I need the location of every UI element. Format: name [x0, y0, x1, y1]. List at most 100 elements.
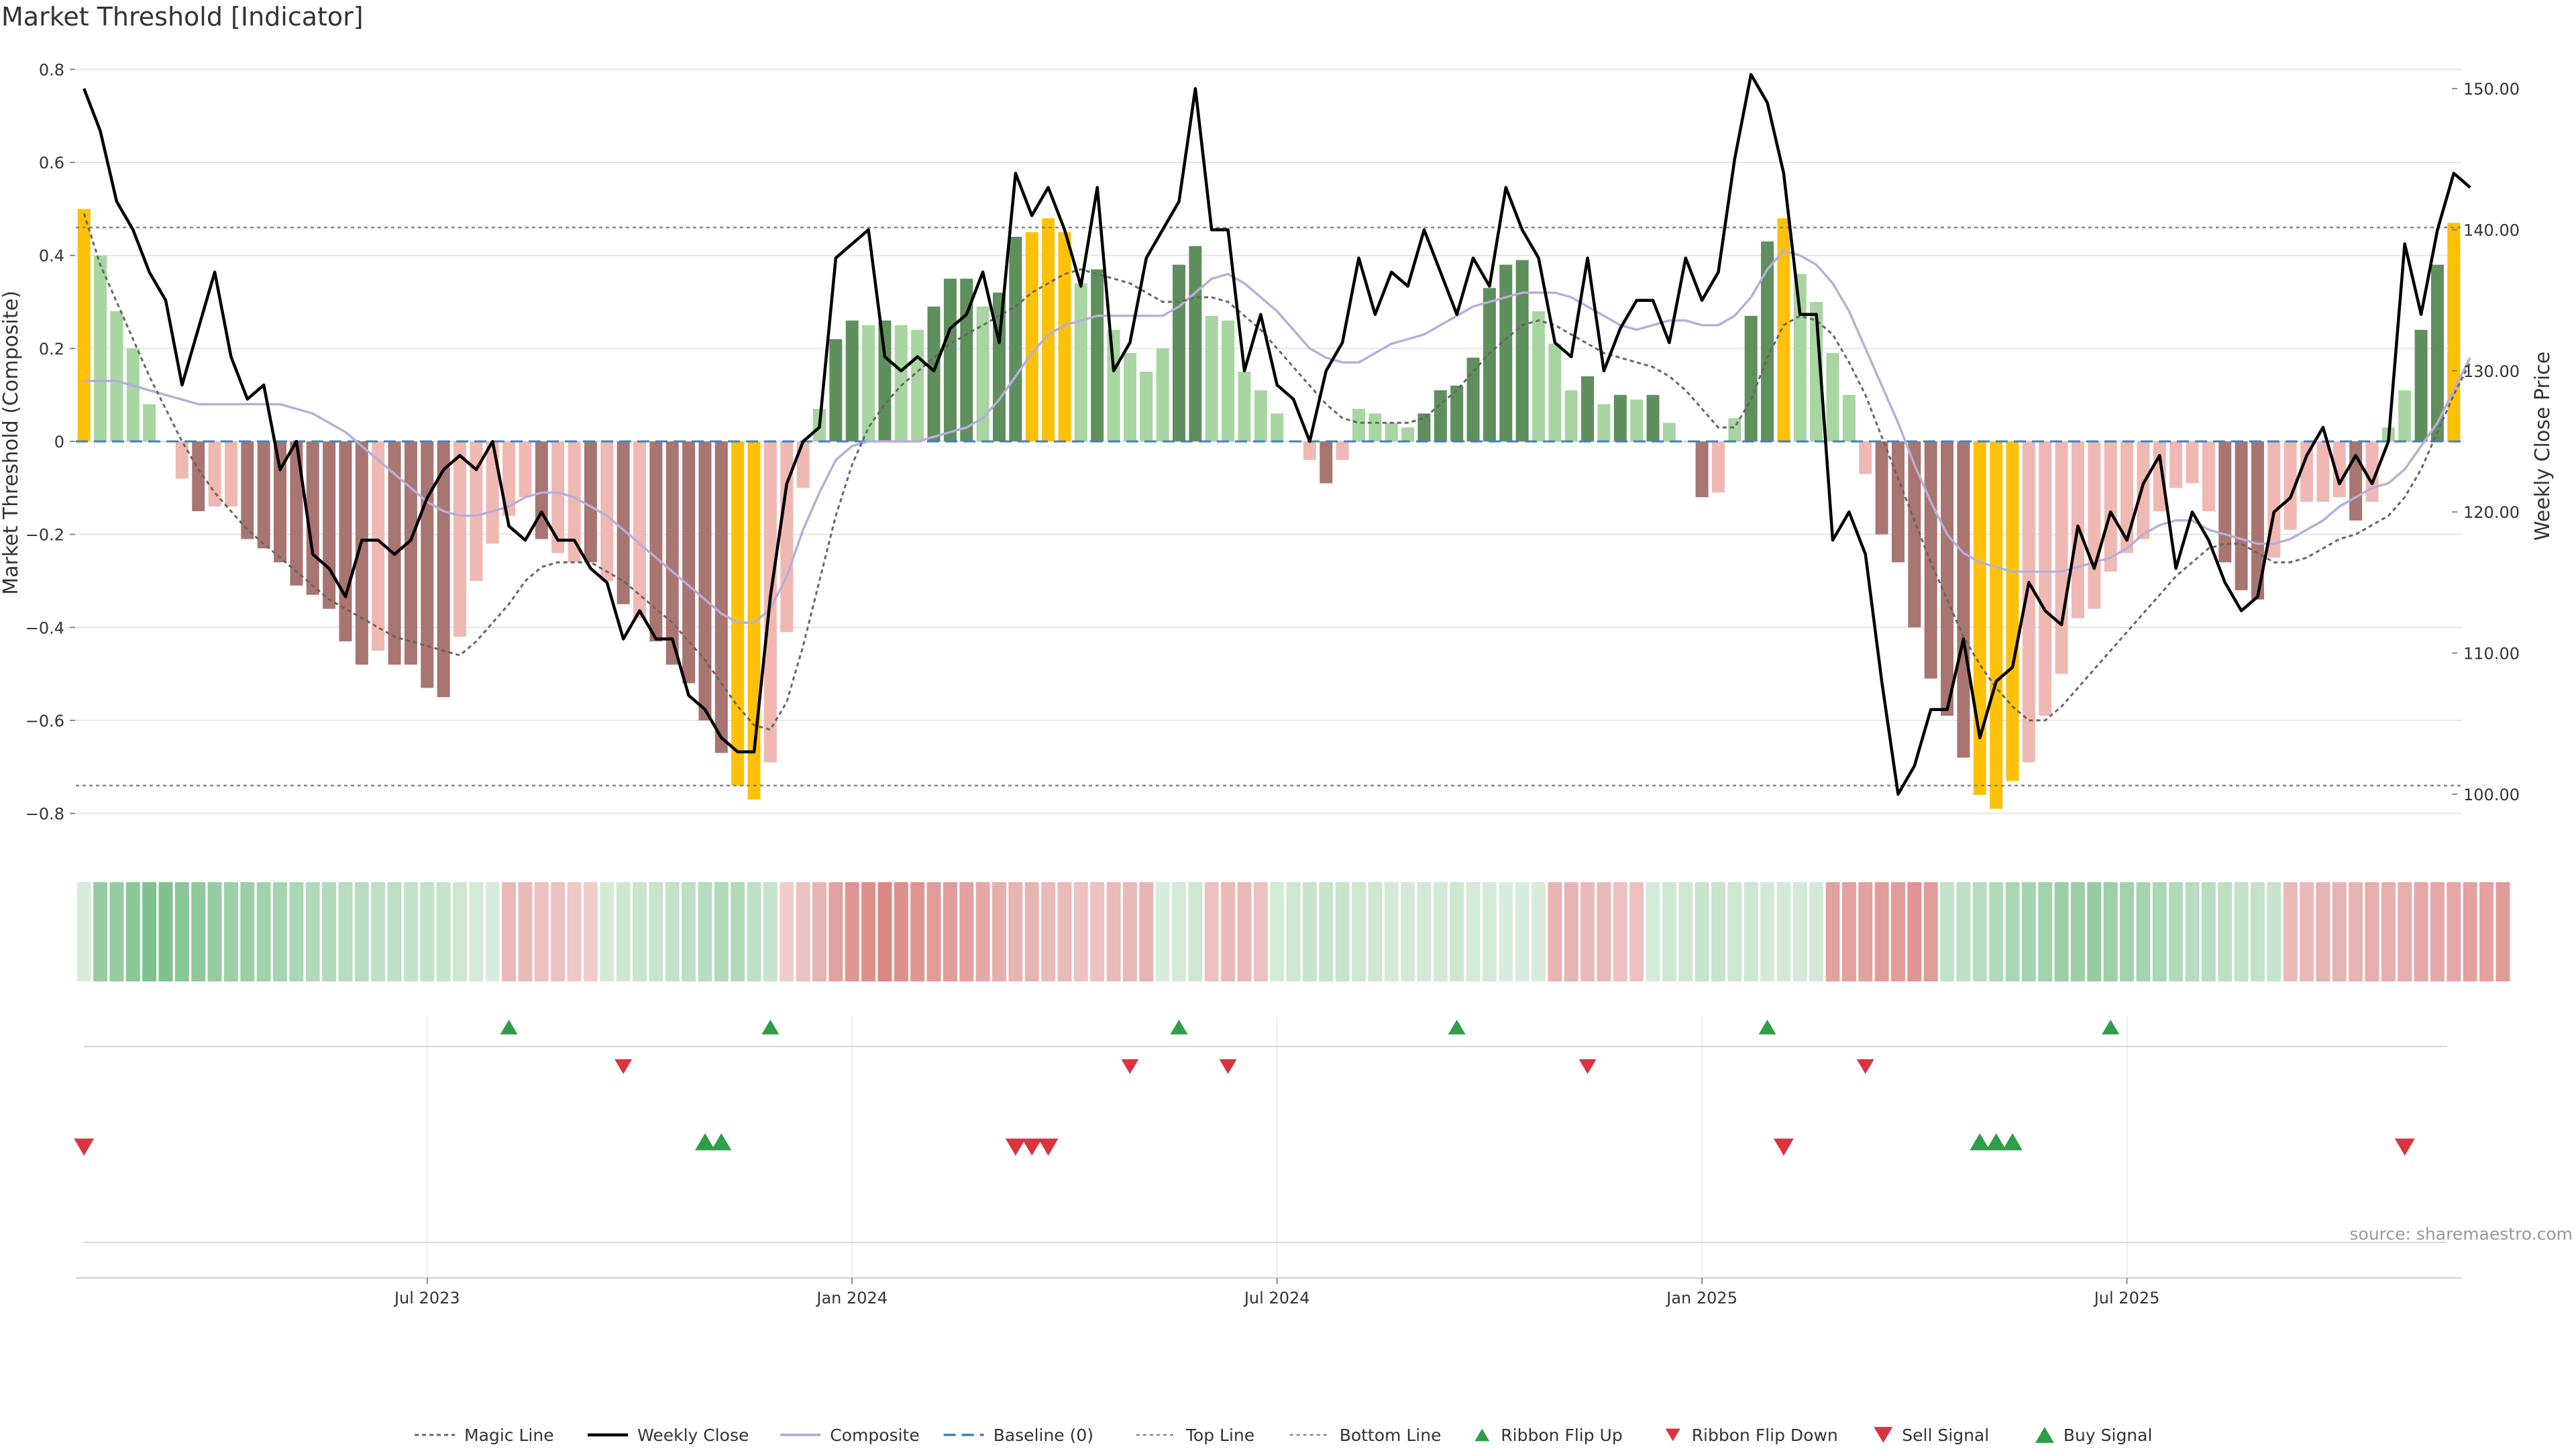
composite-bar [1450, 385, 1464, 441]
composite-bar [143, 404, 156, 441]
ribbon-segment [2087, 882, 2102, 981]
ribbon-segment [600, 882, 614, 981]
ribbon-segment [1711, 882, 1725, 981]
composite-bar [159, 441, 172, 442]
composite-bar [257, 441, 270, 549]
composite-bars [77, 209, 2461, 809]
legend-label: Ribbon Flip Down [1692, 1426, 1838, 1445]
ribbon-flip-up-marker [2102, 1019, 2120, 1035]
legend-item-baseline: Baseline (0) [943, 1426, 1093, 1445]
ribbon-segment [485, 882, 500, 981]
ribbon-segment [1368, 882, 1383, 981]
composite-bar [404, 441, 417, 665]
y-tick-label-left: −0.6 [25, 712, 64, 731]
x-tick-label: Jan 2025 [1665, 1289, 1737, 1307]
ribbon-segment [992, 882, 1006, 981]
ribbon-segment [1155, 882, 1170, 981]
ribbon-segment [828, 882, 843, 981]
ribbon-segment [2300, 882, 2314, 981]
ribbon-segment [1172, 882, 1186, 981]
composite-bar [1140, 372, 1153, 441]
composite-bar [829, 339, 843, 441]
composite-bar [1385, 423, 1398, 441]
composite-bar [1532, 311, 1545, 441]
composite-bar [1222, 320, 1235, 441]
ribbon-segment [763, 882, 777, 981]
ribbon-segment [1695, 882, 1709, 981]
ribbon-flip-up-marker [761, 1019, 780, 1035]
ribbon-segment [1302, 882, 1317, 981]
legend-label: Baseline (0) [994, 1426, 1093, 1445]
y-tick-label-left: −0.8 [25, 805, 64, 824]
y-tick-label-right: 110.00 [2463, 645, 2520, 663]
ribbon-segment [2038, 882, 2053, 981]
y-tick-label-left: −0.2 [25, 526, 64, 545]
composite-bar [486, 441, 499, 544]
ribbon-segment [926, 882, 941, 981]
ribbon-segment [142, 882, 157, 981]
ribbon-segment [2349, 882, 2363, 981]
composite-bar [274, 441, 287, 563]
ribbon-segment [877, 882, 892, 981]
ribbon-segment [1401, 882, 1415, 981]
composite-bar [1238, 372, 1251, 441]
x-tick-label: Jan 2024 [815, 1289, 888, 1307]
ribbon-segment [551, 882, 566, 981]
sell-signal-marker [74, 1138, 95, 1156]
ribbon-segment [1253, 882, 1268, 981]
composite-bar [290, 441, 303, 586]
ribbon-segment [2398, 882, 2412, 981]
composite-bar [1842, 394, 1856, 441]
weekly-close-line [83, 72, 2471, 796]
ribbon-segment [502, 882, 517, 981]
ribbon-flip-down-marker [1121, 1059, 1139, 1075]
ribbon-segment [371, 882, 386, 981]
composite-line [84, 249, 2471, 625]
ribbon-segment [2479, 882, 2494, 981]
composite-bar [1336, 441, 1349, 460]
ribbon-segment [174, 882, 189, 981]
ribbon-segment [616, 882, 631, 981]
ribbon-segment [812, 882, 826, 981]
ribbon-segment [1237, 882, 1252, 981]
ribbon-segment [1956, 882, 1971, 981]
ribbon-segment [2447, 882, 2461, 981]
ribbon-segment [305, 882, 320, 981]
ribbon-segment [2152, 882, 2167, 981]
sell-signal-marker [2394, 1138, 2415, 1156]
ribbon-segment [1532, 882, 1546, 981]
ribbon-segment [518, 882, 533, 981]
legend-swatch [2035, 1427, 2054, 1443]
ribbon-segment [1319, 882, 1334, 981]
legend-label: Weekly Close [637, 1426, 749, 1445]
sell-signal-marker [1038, 1138, 1059, 1156]
buy-signal-marker [711, 1133, 732, 1150]
ribbon-segment [93, 882, 108, 981]
ribbon-segment [665, 882, 680, 981]
series-lines [76, 72, 2471, 796]
ribbon-segment [2005, 882, 2020, 981]
composite-bar [633, 441, 647, 619]
composite-bar [241, 441, 254, 539]
composite-bar [2006, 441, 2019, 782]
ribbon-segment [1057, 882, 1072, 981]
ribbon-segment [273, 882, 288, 981]
ribbon-segment [698, 882, 712, 981]
ribbon-segment [191, 882, 206, 981]
composite-bar [1271, 413, 1284, 441]
ribbon-segment [1041, 882, 1056, 981]
ribbon-segment [2021, 882, 2036, 981]
composite-bar [1630, 399, 1644, 441]
composite-bar [862, 325, 875, 441]
legend-label: Sell Signal [1902, 1426, 1989, 1445]
y-tick-label-left: 0.8 [39, 60, 64, 79]
composite-bar [714, 441, 728, 753]
ribbon-segment [1792, 882, 1807, 981]
buy-signal-marker [694, 1133, 715, 1150]
ribbon-segment [2267, 882, 2282, 981]
composite-bar [1859, 441, 1872, 474]
ribbon-segment [583, 882, 598, 981]
legend-item-flipup: Ribbon Flip Up [1474, 1426, 1623, 1445]
composite-bar [1941, 441, 1954, 716]
ribbon-segment [76, 882, 91, 981]
